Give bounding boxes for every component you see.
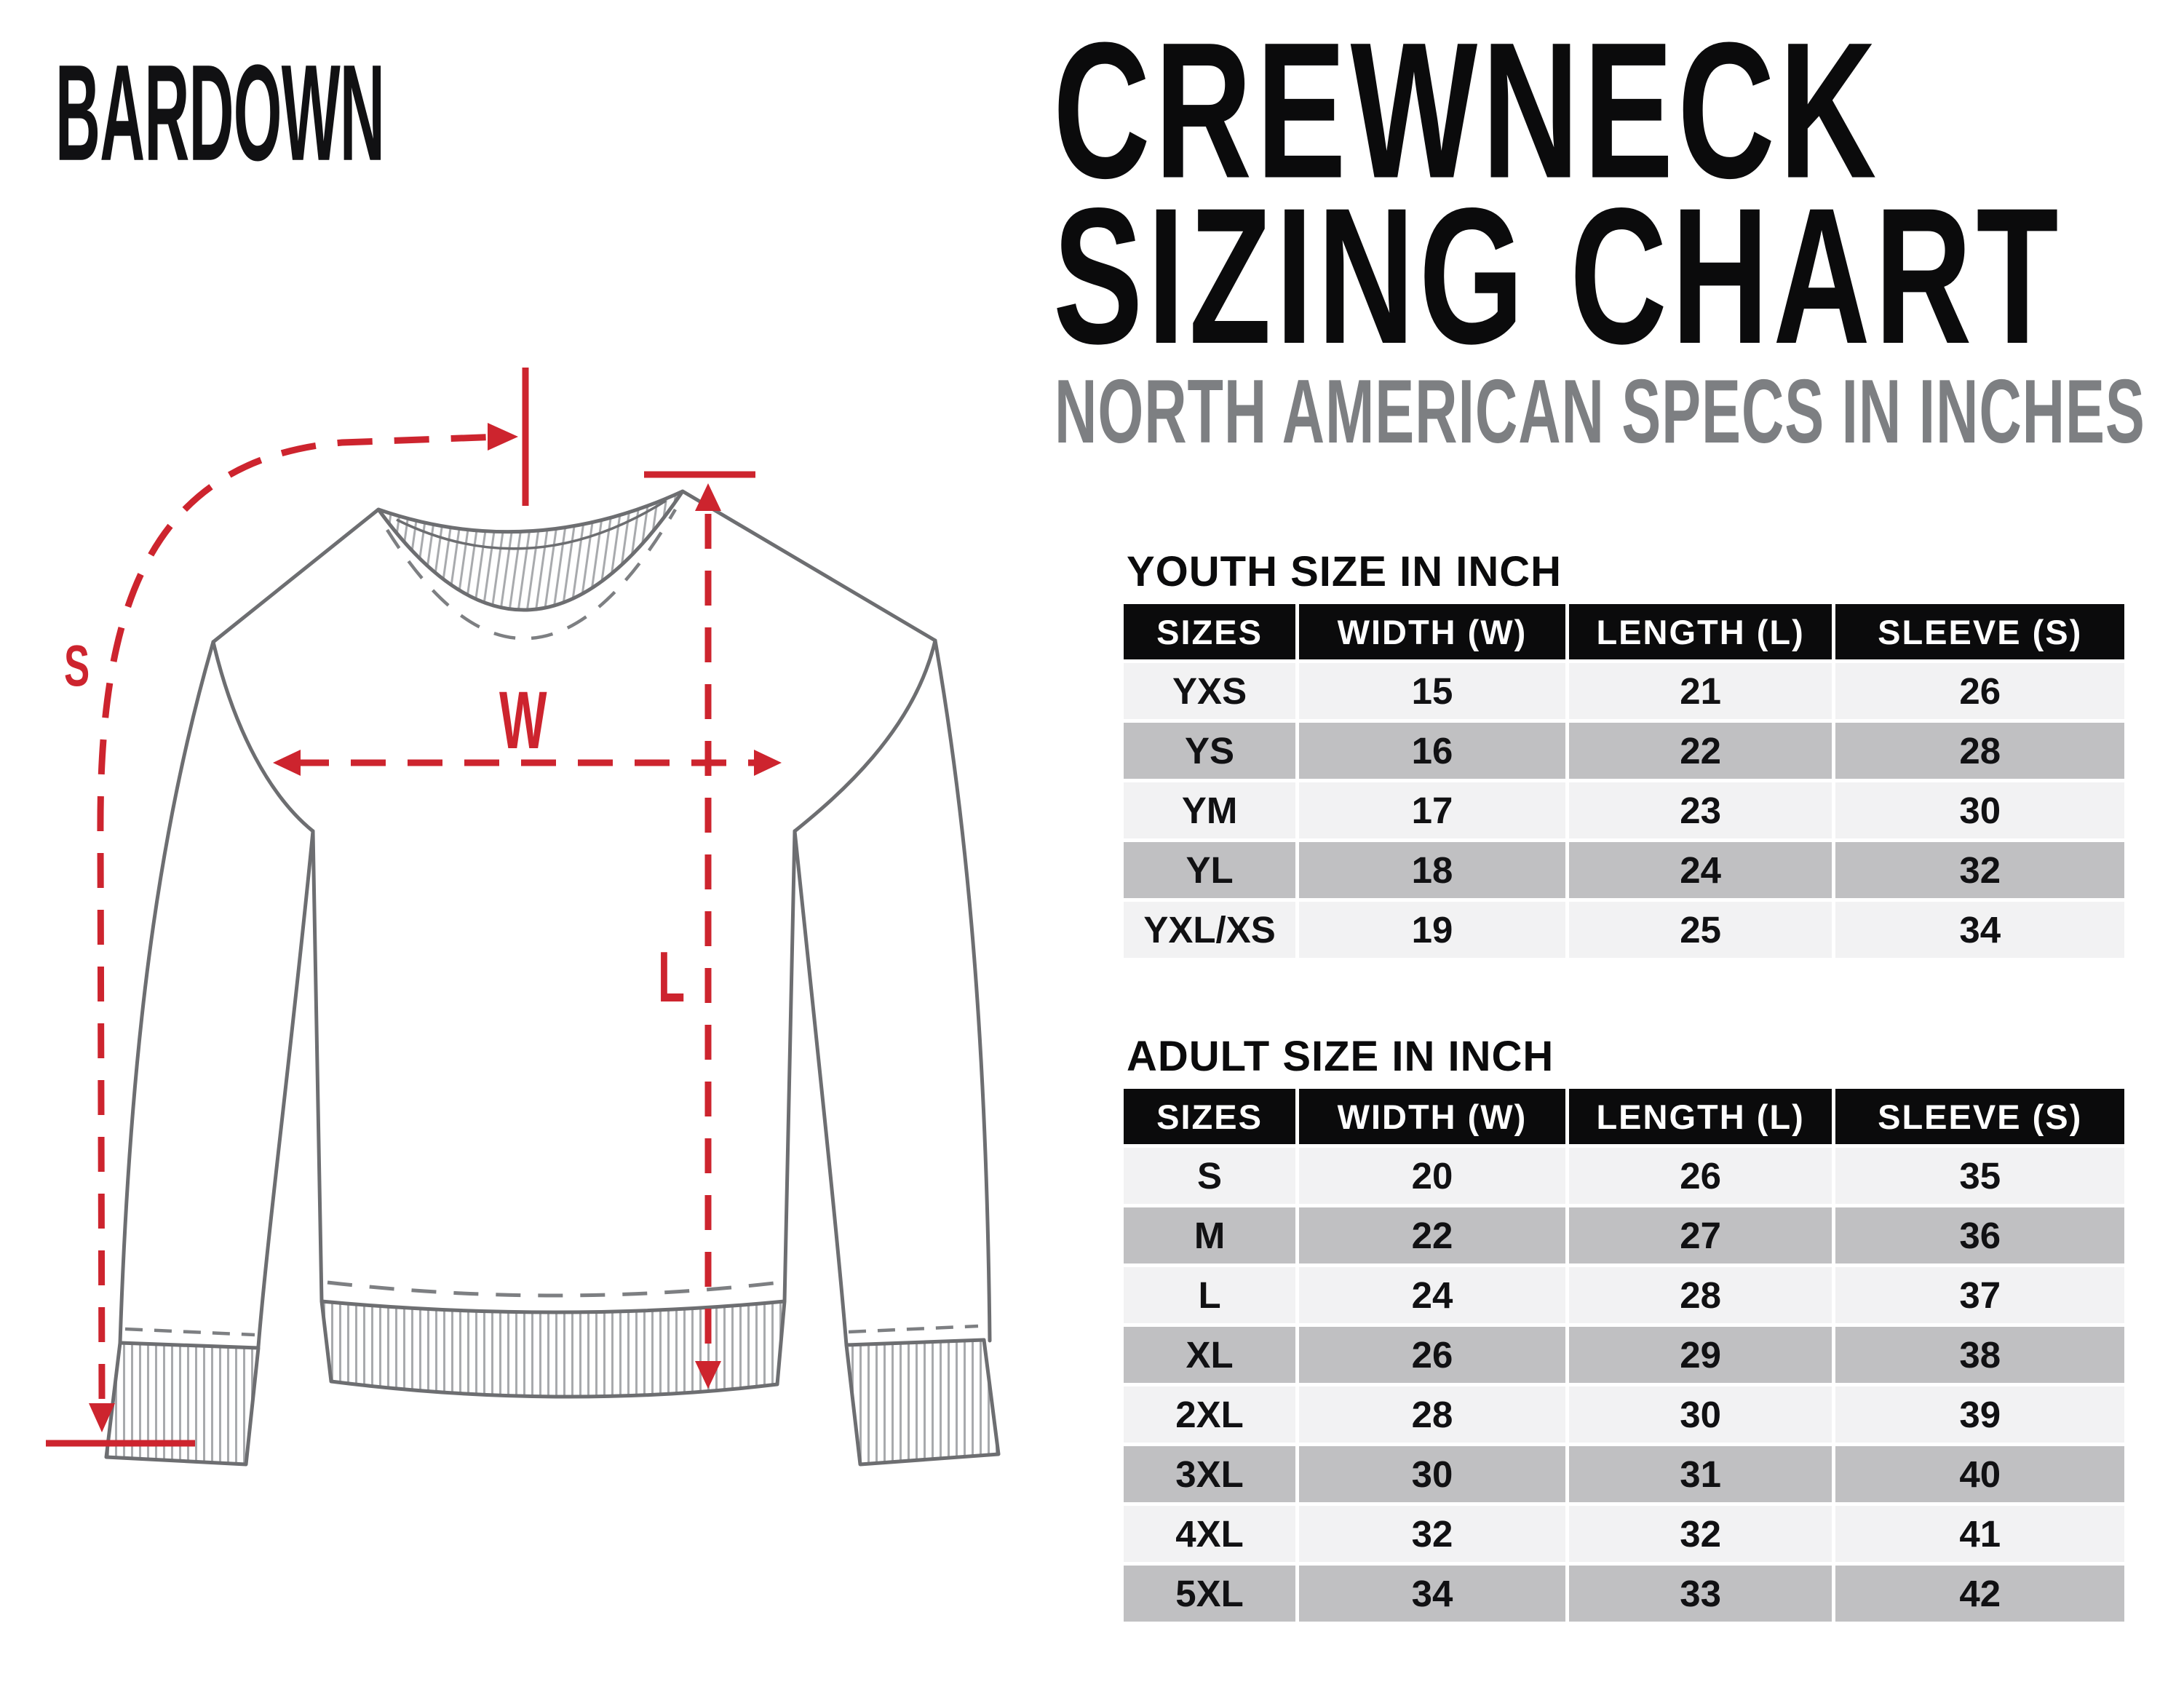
value-cell: 26 — [1568, 1148, 1832, 1204]
value-cell: 21 — [1568, 663, 1832, 719]
size-cell: XL — [1124, 1327, 1296, 1383]
value-cell: 16 — [1299, 723, 1565, 779]
column-header: SLEEVE (S) — [1835, 604, 2124, 659]
value-cell: 40 — [1835, 1446, 2124, 1502]
value-cell: 38 — [1835, 1327, 2124, 1383]
adult-size-table: SIZES WIDTH (W) LENGTH (L) SLEEVE (S) S 20 26 3… — [1124, 1089, 2124, 1622]
length-measurement-line — [644, 471, 755, 1389]
table-header-row: SIZES WIDTH (W) LENGTH (L) SLEEVE (S) — [1124, 604, 2124, 659]
table-row: YM 17 23 30 — [1124, 782, 2124, 838]
table-header-row: SIZES WIDTH (W) LENGTH (L) SLEEVE (S) — [1124, 1089, 2124, 1144]
sleeve-measurement-line — [46, 368, 529, 1447]
value-cell: 28 — [1835, 723, 2124, 779]
page-subtitle: NORTH AMERICAN SPECS IN INCHES — [1055, 362, 2145, 463]
column-header: WIDTH (W) — [1299, 604, 1565, 659]
hem-ribbing — [319, 1280, 787, 1399]
adult-section-label: ADULT SIZE IN INCH — [1127, 1033, 1554, 1080]
bardown-logo: BARDOWN — [55, 36, 385, 190]
value-cell: 30 — [1835, 782, 2124, 838]
value-cell: 29 — [1568, 1327, 1832, 1383]
value-cell: 23 — [1568, 782, 1832, 838]
collar-ribbing — [376, 489, 685, 640]
size-cell: 4XL — [1124, 1506, 1296, 1562]
column-header: SIZES — [1124, 604, 1296, 659]
value-cell: 31 — [1568, 1446, 1832, 1502]
value-cell: 32 — [1568, 1506, 1832, 1562]
length-label: L — [658, 937, 685, 1017]
value-cell: 39 — [1835, 1386, 2124, 1443]
value-cell: 28 — [1568, 1267, 1832, 1323]
value-cell: 18 — [1299, 842, 1565, 898]
size-cell: S — [1124, 1148, 1296, 1204]
column-header: WIDTH (W) — [1299, 1089, 1565, 1144]
table-row: YXL/XS 19 25 34 — [1124, 902, 2124, 958]
value-cell: 32 — [1835, 842, 2124, 898]
title-line-1: CREWNECK — [1053, 3, 1881, 220]
size-cell: 3XL — [1124, 1446, 1296, 1502]
value-cell: 19 — [1299, 902, 1565, 958]
value-cell: 27 — [1568, 1207, 1832, 1263]
table-row: YL 18 24 32 — [1124, 842, 2124, 898]
column-header: SLEEVE (S) — [1835, 1089, 2124, 1144]
table-row: 5XL 34 33 42 — [1124, 1566, 2124, 1622]
value-cell: 34 — [1299, 1566, 1565, 1622]
table-row: 2XL 28 30 39 — [1124, 1386, 2124, 1443]
width-measurement-line — [273, 750, 782, 776]
table-row: YS 16 22 28 — [1124, 723, 2124, 779]
page-title: CREWNECK SIZING CHART — [1053, 3, 2063, 385]
value-cell: 24 — [1568, 842, 1832, 898]
value-cell: 25 — [1568, 902, 1832, 958]
sleeve-label: S — [64, 634, 90, 699]
table-row: M 22 27 36 — [1124, 1207, 2124, 1263]
value-cell: 26 — [1299, 1327, 1565, 1383]
size-cell: 5XL — [1124, 1566, 1296, 1622]
size-cell: YL — [1124, 842, 1296, 898]
value-cell: 15 — [1299, 663, 1565, 719]
table-row: XL 26 29 38 — [1124, 1327, 2124, 1383]
size-cell: L — [1124, 1267, 1296, 1323]
value-cell: 42 — [1835, 1566, 2124, 1622]
value-cell: 17 — [1299, 782, 1565, 838]
sweatshirt-outline — [118, 489, 992, 1349]
width-label: W — [499, 675, 547, 766]
table-row: S 20 26 35 — [1124, 1148, 2124, 1204]
value-cell: 26 — [1835, 663, 2124, 719]
value-cell: 22 — [1568, 723, 1832, 779]
crewneck-measurement-diagram: S W L — [46, 368, 1001, 1467]
size-cell: 2XL — [1124, 1386, 1296, 1443]
value-cell: 41 — [1835, 1506, 2124, 1562]
size-cell: YXS — [1124, 663, 1296, 719]
value-cell: 32 — [1299, 1506, 1565, 1562]
table-row: 4XL 32 32 41 — [1124, 1506, 2124, 1562]
value-cell: 36 — [1835, 1207, 2124, 1263]
title-line-2: SIZING CHART — [1053, 168, 2063, 385]
table-row: 3XL 30 31 40 — [1124, 1446, 2124, 1502]
value-cell: 30 — [1299, 1446, 1565, 1502]
size-cell: YS — [1124, 723, 1296, 779]
value-cell: 30 — [1568, 1386, 1832, 1443]
value-cell: 35 — [1835, 1148, 2124, 1204]
cuff-ribbing — [104, 1324, 1001, 1467]
size-cell: YM — [1124, 782, 1296, 838]
value-cell: 22 — [1299, 1207, 1565, 1263]
table-row: L 24 28 37 — [1124, 1267, 2124, 1323]
youth-section-label: YOUTH SIZE IN INCH — [1127, 548, 1562, 595]
value-cell: 34 — [1835, 902, 2124, 958]
column-header: SIZES — [1124, 1089, 1296, 1144]
size-cell: YXL/XS — [1124, 902, 1296, 958]
youth-size-table: SIZES WIDTH (W) LENGTH (L) SLEEVE (S) YXS 15 2… — [1124, 604, 2124, 958]
size-cell: M — [1124, 1207, 1296, 1263]
value-cell: 37 — [1835, 1267, 2124, 1323]
value-cell: 28 — [1299, 1386, 1565, 1443]
column-header: LENGTH (L) — [1568, 604, 1832, 659]
value-cell: 24 — [1299, 1267, 1565, 1323]
column-header: LENGTH (L) — [1568, 1089, 1832, 1144]
value-cell: 33 — [1568, 1566, 1832, 1622]
value-cell: 20 — [1299, 1148, 1565, 1204]
table-row: YXS 15 21 26 — [1124, 663, 2124, 719]
